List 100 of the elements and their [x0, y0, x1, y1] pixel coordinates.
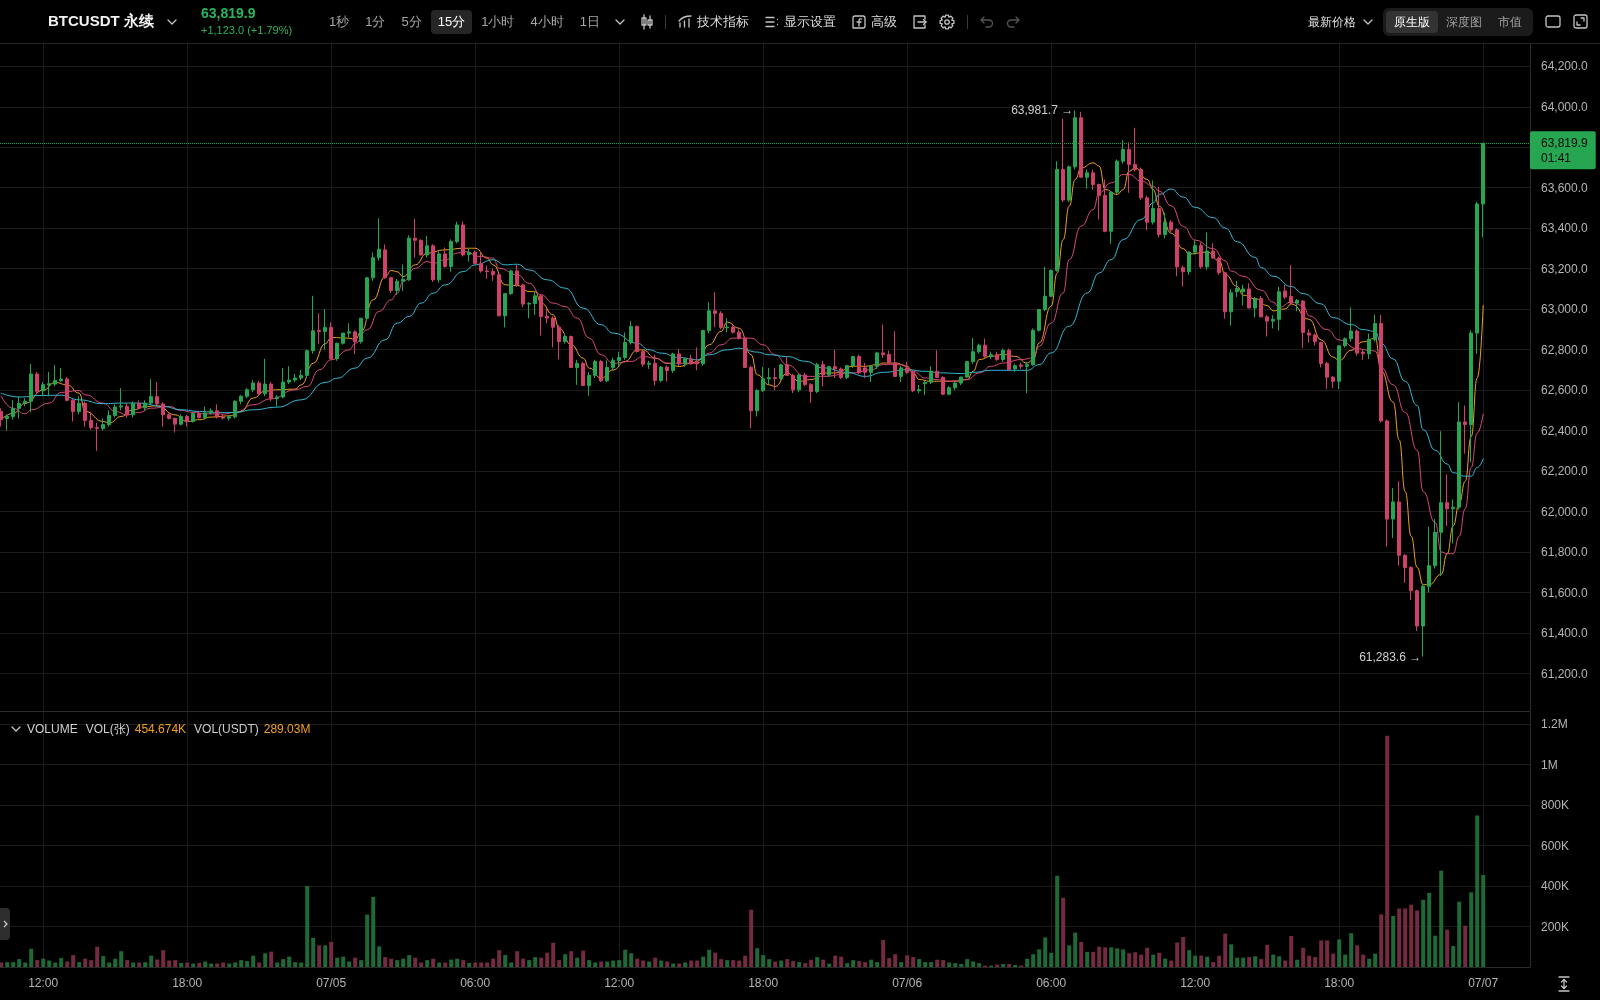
bar — [317, 945, 322, 967]
bar — [1271, 954, 1276, 967]
bar — [941, 960, 946, 967]
bar — [29, 948, 34, 967]
bar — [809, 959, 814, 967]
bar — [977, 963, 982, 967]
bar — [959, 963, 964, 967]
bar — [359, 960, 364, 967]
bar — [689, 960, 694, 967]
bar — [905, 955, 910, 967]
bar — [761, 955, 766, 967]
bar — [389, 958, 394, 967]
bar — [1223, 933, 1228, 967]
bar — [11, 962, 16, 967]
bar — [101, 956, 106, 967]
bar — [1085, 951, 1090, 967]
bar — [875, 962, 880, 967]
bar — [665, 961, 670, 967]
bar — [197, 962, 202, 967]
bar — [1217, 955, 1222, 967]
bar — [1001, 963, 1006, 967]
bar — [1169, 960, 1174, 967]
bar — [329, 941, 334, 967]
bar — [551, 942, 556, 967]
bar — [1313, 957, 1318, 967]
bar — [347, 961, 352, 967]
bar — [407, 955, 412, 967]
bar — [1277, 956, 1282, 967]
bar — [1151, 954, 1156, 967]
bar — [521, 958, 526, 967]
bar — [281, 959, 286, 967]
bar — [47, 960, 52, 967]
bar — [515, 951, 520, 967]
bar — [65, 961, 70, 967]
bar — [1445, 929, 1450, 967]
candlestick — [11, 399, 15, 420]
x-tick-label: 07/06 — [892, 976, 923, 990]
bar — [1163, 958, 1168, 967]
bar — [863, 962, 868, 967]
bar — [893, 954, 898, 967]
bar — [773, 961, 778, 967]
bar — [1229, 944, 1234, 967]
bar — [497, 950, 502, 967]
bar — [119, 951, 124, 967]
bar — [371, 896, 376, 967]
bar — [1475, 815, 1480, 967]
bar — [1187, 950, 1192, 967]
bar — [1139, 954, 1144, 967]
bar — [617, 960, 622, 967]
bar — [377, 946, 382, 967]
y-tick-label: 200K — [1541, 919, 1570, 934]
bar — [1025, 958, 1030, 967]
bar — [41, 958, 46, 967]
bar — [653, 957, 658, 967]
bar — [1409, 904, 1414, 967]
bar — [263, 953, 268, 967]
bar — [461, 960, 466, 967]
bar — [449, 959, 454, 967]
bar — [5, 962, 10, 967]
bar — [1325, 940, 1330, 967]
bar — [161, 950, 166, 967]
bar — [635, 958, 640, 967]
bar — [1121, 949, 1126, 967]
y-tick-label: 600K — [1541, 838, 1570, 853]
bar — [1301, 947, 1306, 967]
y-tick-label: 400K — [1541, 879, 1570, 894]
bar — [455, 958, 460, 967]
bar — [611, 960, 616, 967]
bar — [245, 961, 250, 967]
bar — [113, 958, 118, 967]
bar — [203, 961, 208, 967]
bar — [1043, 937, 1048, 967]
bar — [1427, 892, 1432, 967]
bar — [293, 962, 298, 967]
bar — [35, 960, 40, 967]
bar — [269, 951, 274, 967]
bar — [1145, 947, 1150, 967]
bar — [1361, 954, 1366, 967]
bar — [557, 960, 562, 967]
bar — [383, 957, 388, 967]
annotation: 289.03M — [263, 722, 311, 736]
x-tick-label: 18:00 — [1324, 976, 1355, 990]
bar — [581, 950, 586, 967]
bar — [743, 955, 748, 967]
bar — [929, 962, 934, 967]
bar — [899, 962, 904, 967]
bar — [1319, 940, 1324, 967]
candlestick — [23, 397, 27, 407]
bar — [707, 949, 712, 967]
bar — [1193, 955, 1198, 967]
x-tick-label: 06:00 — [1036, 976, 1067, 990]
bar — [143, 962, 148, 967]
bar — [1331, 953, 1336, 967]
bar — [1061, 897, 1066, 967]
bar — [155, 959, 160, 967]
bar — [1007, 963, 1012, 967]
annotation: 454.674K — [134, 722, 187, 736]
bar — [149, 955, 154, 967]
bar — [95, 946, 100, 967]
bar — [599, 961, 604, 967]
